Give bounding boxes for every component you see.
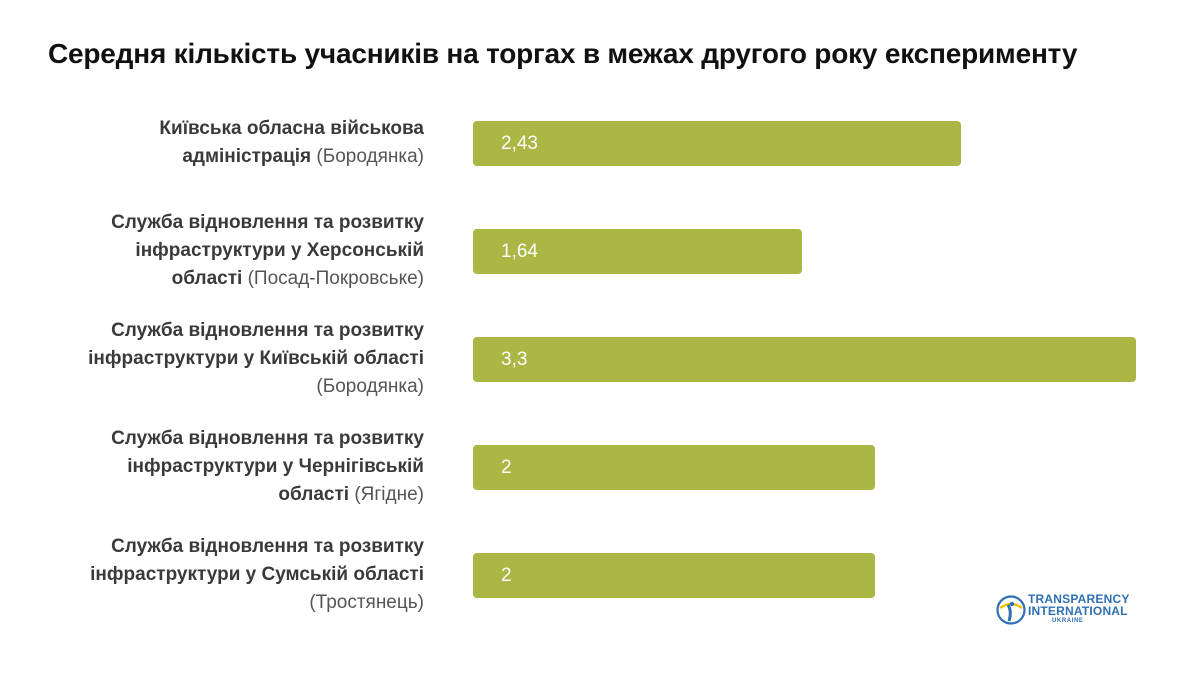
category-label-line: Київська обласна військова — [24, 115, 424, 143]
category-label-line: Служба відновлення та розвитку — [24, 209, 424, 237]
category-label: Служба відновлення та розвитку інфраструк… — [24, 317, 424, 401]
category-label-line: Служба відновлення та розвитку — [24, 533, 424, 561]
category-name: інфраструктури у Херсонській — [135, 240, 424, 261]
category-label: Київська обласна військова адміністрація … — [24, 115, 424, 171]
category-label-line: (Бородянка) — [24, 373, 424, 401]
transparency-international-logo-icon — [996, 595, 1026, 625]
category-name: Служба відновлення та розвитку — [111, 536, 424, 557]
bar-value-label: 1,64 — [501, 240, 538, 262]
bar-value-label: 2 — [501, 456, 512, 478]
bar: 2 — [473, 444, 875, 490]
bar: 3,3 — [473, 336, 1136, 382]
category-name: Київська обласна військова — [159, 118, 424, 139]
bar-value-label: 2,43 — [501, 132, 538, 154]
logo-line-3: UKRAINE — [1052, 618, 1084, 624]
logo-line-1: TRANSPARENCY — [1028, 592, 1130, 606]
category-label-line: інфраструктури у Сумській області — [24, 561, 424, 589]
category-name: інфраструктури у Чернігівській — [127, 456, 424, 477]
category-location: (Посад-Покровське) — [242, 268, 424, 289]
category-name: Служба відновлення та розвитку — [111, 212, 424, 233]
category-name: інфраструктури у Київській області — [88, 348, 424, 369]
category-name: Служба відновлення та розвитку — [111, 428, 424, 449]
bar: 1,64 — [473, 228, 802, 274]
category-name: адміністрація — [182, 146, 312, 167]
category-name: області — [278, 484, 350, 505]
category-location: (Бородянка) — [316, 376, 424, 397]
category-label-line: інфраструктури у Херсонській — [24, 237, 424, 265]
category-label-line: області (Ягідне) — [24, 481, 424, 509]
bar: 2,43 — [473, 120, 961, 166]
category-label: Служба відновлення та розвитку інфраструк… — [24, 209, 424, 293]
category-location: (Бородянка) — [311, 146, 424, 167]
chart-title: Середня кількість учасників на торгах в … — [48, 38, 1078, 69]
category-label-line: інфраструктури у Київській області — [24, 345, 424, 373]
category-label-line: області (Посад-Покровське) — [24, 265, 424, 293]
bar-value-label: 2 — [501, 564, 512, 586]
category-name: інфраструктури у Сумській області — [90, 564, 424, 585]
logo-line-2: INTERNATIONAL — [1028, 604, 1128, 618]
category-label: Служба відновлення та розвитку інфраструк… — [24, 533, 424, 617]
bar-value-label: 3,3 — [501, 348, 528, 370]
category-name: Служба відновлення та розвитку — [111, 320, 424, 341]
category-label-line: Служба відновлення та розвитку — [24, 425, 424, 453]
category-label-line: адміністрація (Бородянка) — [24, 143, 424, 171]
bar: 2 — [473, 552, 875, 598]
category-label-line: інфраструктури у Чернігівській — [24, 453, 424, 481]
category-label-line: (Тростянець) — [24, 589, 424, 617]
category-name: області — [171, 268, 243, 289]
category-label: Служба відновлення та розвитку інфраструк… — [24, 425, 424, 509]
category-label-line: Служба відновлення та розвитку — [24, 317, 424, 345]
category-location: (Тростянець) — [309, 592, 424, 613]
category-location: (Ягідне) — [349, 484, 424, 505]
transparency-international-logo: TRANSPARENCY INTERNATIONAL UKRAINE — [996, 592, 1136, 628]
logo-text: TRANSPARENCY INTERNATIONAL UKRAINE — [1028, 593, 1130, 625]
